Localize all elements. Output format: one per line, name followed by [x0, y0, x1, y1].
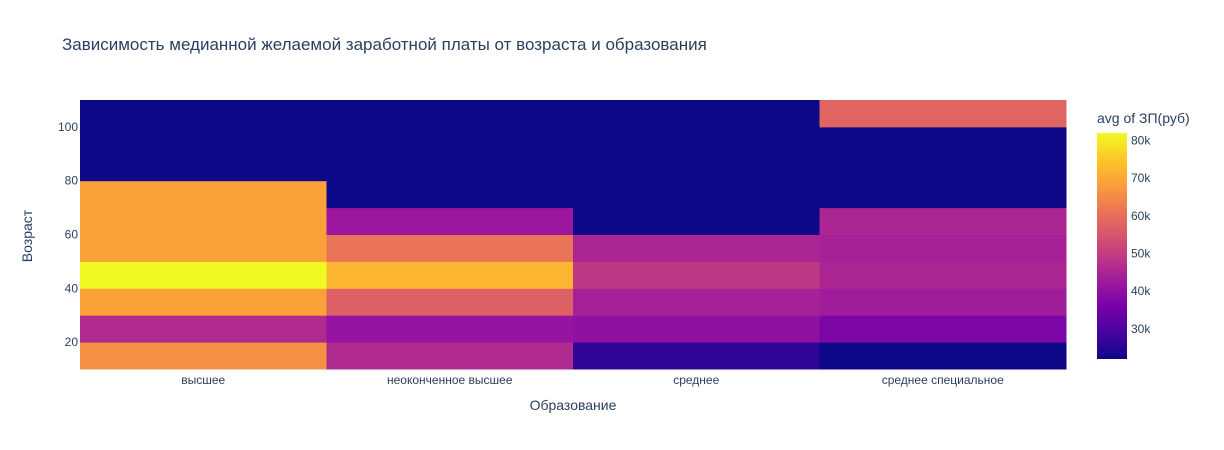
heatmap-cell: [80, 288, 327, 316]
colorbar-tick-label: 40k: [1131, 284, 1151, 298]
heatmap-cells: [80, 100, 1067, 370]
colorbar-tick-label: 50k: [1131, 247, 1151, 261]
heatmap-cell: [326, 315, 574, 343]
heatmap-cell: [573, 288, 820, 316]
heatmap-cell: [80, 261, 327, 289]
colorbar-tick-label: 80k: [1131, 134, 1151, 148]
heatmap-cell: [326, 288, 574, 316]
x-tick-label: среднее: [673, 373, 719, 387]
heatmap-cell: [819, 100, 1067, 128]
colorbar-title: avg of ЗП(руб): [1097, 110, 1190, 126]
heatmap-cell: [326, 100, 574, 128]
heatmap-cell: [573, 207, 820, 235]
heatmap-cell: [819, 207, 1067, 235]
heatmap-cell: [819, 315, 1067, 343]
heatmap-cell: [573, 315, 820, 343]
heatmap-cell: [326, 342, 574, 370]
heatmap-cell: [819, 234, 1067, 262]
heatmap-cell: [819, 126, 1067, 182]
colorbar-tick-label: 70k: [1131, 171, 1151, 185]
heatmap-cell: [819, 288, 1067, 316]
heatmap-cell: [326, 126, 574, 182]
heatmap-cell: [326, 261, 574, 289]
heatmap-cell: [573, 234, 820, 262]
heatmap-cell: [326, 207, 574, 235]
heatmap-cell: [80, 342, 327, 370]
colorbar: [1097, 133, 1127, 359]
heatmap-cell: [819, 180, 1067, 209]
y-tick-label: 80: [65, 174, 79, 188]
x-axis-ticks: высшее неоконченное высшее среднее среднее …: [181, 373, 1004, 387]
colorbar-tick-label: 30k: [1131, 322, 1151, 336]
x-tick-label: высшее: [181, 373, 225, 387]
heatmap-cell: [80, 315, 327, 343]
y-tick-label: 40: [65, 281, 79, 295]
heatmap-cell: [573, 126, 820, 182]
heatmap-cell: [573, 342, 820, 370]
colorbar-ticks: 30k 40k 50k 60k 70k 80k: [1131, 134, 1151, 336]
y-tick-label: 100: [58, 120, 78, 134]
y-axis-ticks: 20 40 60 80 100: [58, 120, 78, 349]
heatmap-cell: [80, 100, 327, 128]
heatmap-cell: [819, 261, 1067, 289]
y-tick-label: 20: [65, 335, 79, 349]
heatmap-cell: [80, 126, 327, 182]
heatmap-cell: [80, 207, 327, 235]
heatmap-cell: [819, 342, 1067, 370]
x-axis-title: Образование: [530, 397, 617, 413]
y-tick-label: 60: [65, 228, 79, 242]
heatmap-cell: [80, 234, 327, 262]
heatmap-cell: [80, 180, 327, 209]
y-axis-title: Возраст: [19, 209, 35, 262]
heatmap-cell: [573, 261, 820, 289]
heatmap-cell: [326, 234, 574, 262]
heatmap-cell: [573, 180, 820, 209]
heatmap-cell: [326, 180, 574, 209]
x-tick-label: неоконченное высшее: [387, 373, 513, 387]
colorbar-tick-label: 60k: [1131, 209, 1151, 223]
chart-title: Зависимость медианной желаемой заработно…: [62, 35, 707, 54]
heatmap-cell: [573, 100, 820, 128]
x-tick-label: среднее специальное: [882, 373, 1004, 387]
